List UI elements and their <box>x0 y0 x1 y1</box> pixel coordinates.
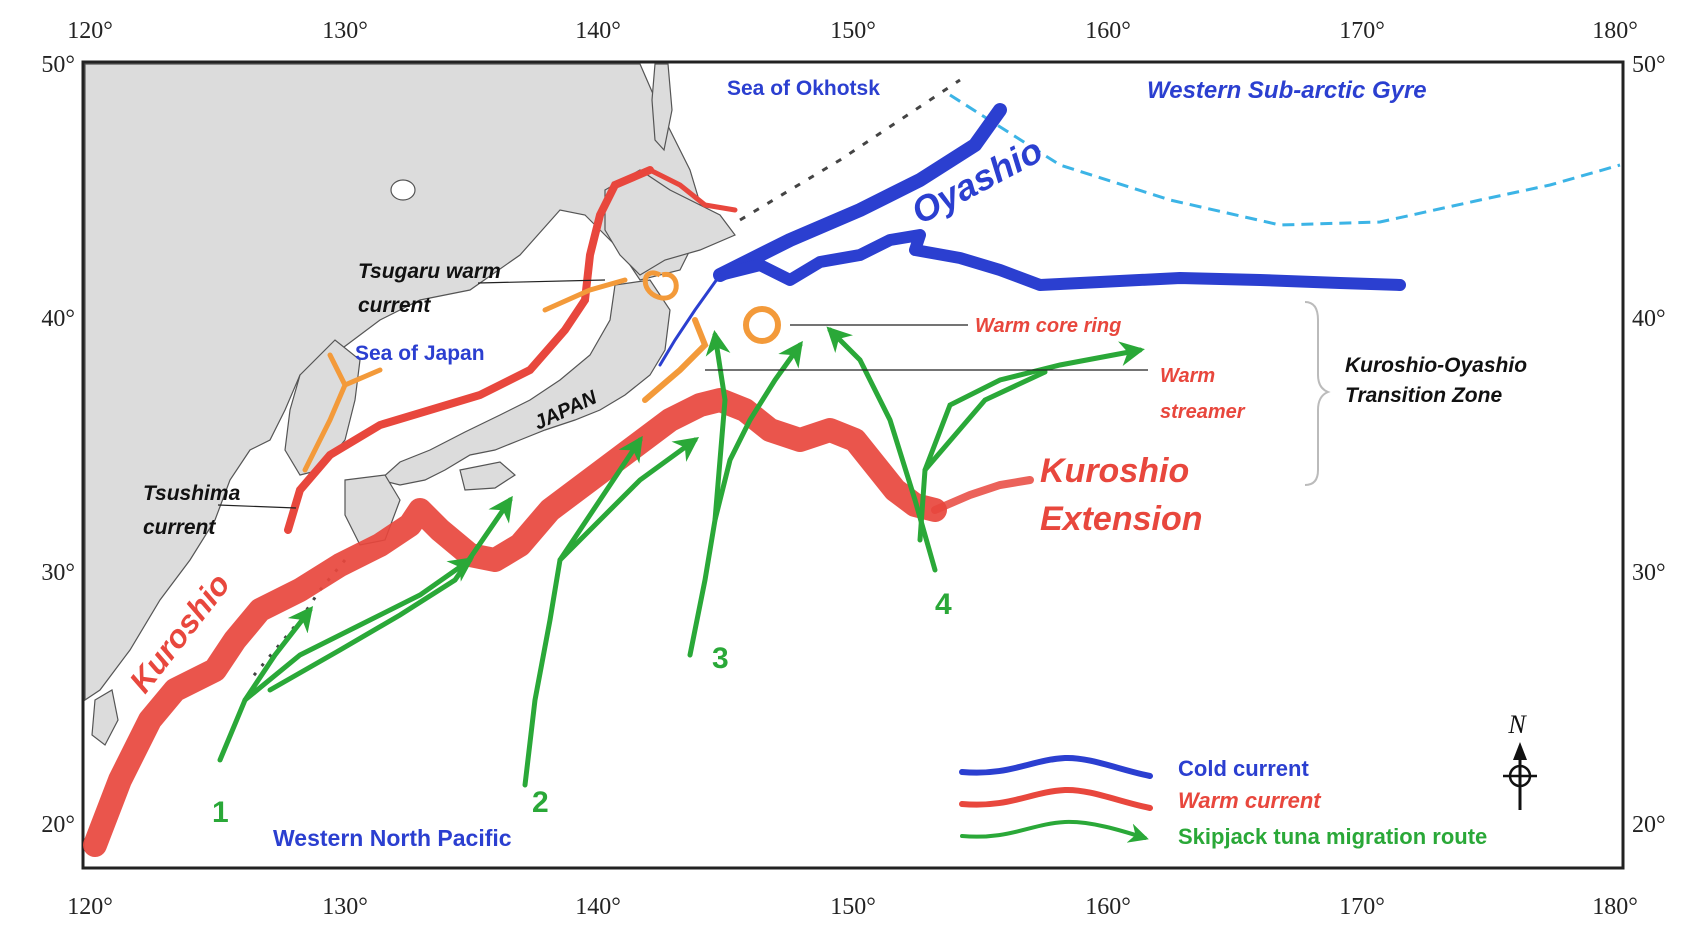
right-tick-20: 20° <box>1632 812 1666 838</box>
route-number-3: 3 <box>712 642 729 675</box>
right-tick-40: 40° <box>1632 306 1666 332</box>
warm-core-ring-loop <box>743 306 781 344</box>
tsushima-current-line <box>284 166 654 534</box>
north-arrow-head <box>1513 742 1527 760</box>
legend-cold-label: Cold current <box>1178 756 1309 781</box>
right-tick-30: 30° <box>1632 560 1666 586</box>
kuroshio-extension-tail <box>931 476 1034 514</box>
label-warm-streamer-line1: Warm <box>1160 365 1215 387</box>
bottom-tick-180: 180° <box>1592 894 1638 920</box>
label-western-north-pacific: Western North Pacific <box>273 825 512 851</box>
route-number-4: 4 <box>935 588 952 621</box>
legend-cold-swatch <box>959 754 1153 779</box>
tsushima-north-branch <box>647 167 738 213</box>
label-tsugaru-line2: current <box>358 294 431 317</box>
lake-khanka <box>390 179 416 201</box>
orange-branch-korea <box>302 352 348 473</box>
label-sea-of-japan: Sea of Japan <box>355 342 485 365</box>
oyashio-southern-branch <box>714 229 1406 291</box>
pointer-tsushima <box>217 504 297 509</box>
legend-skipjack-swatch <box>960 819 1149 843</box>
top-tick-160: 160° <box>1085 18 1131 44</box>
kuroshio-current-line <box>83 388 947 857</box>
tsugaru-warm-current-line <box>542 277 628 313</box>
route-number-1: 1 <box>212 796 229 829</box>
label-tsugaru-line1: Tsugaru warm <box>358 260 501 283</box>
right-lat-ticks: 50° 40° 30° 20° <box>1632 52 1666 838</box>
north-arrow-letter: N <box>1507 710 1527 739</box>
left-tick-50: 50° <box>41 52 75 78</box>
migration-route-2 <box>522 435 700 788</box>
migration-route-1 <box>217 495 513 763</box>
top-tick-120: 120° <box>67 18 113 44</box>
label-warm-streamer-line2: streamer <box>1160 401 1246 423</box>
top-tick-130: 130° <box>322 18 368 44</box>
top-tick-170: 170° <box>1339 18 1385 44</box>
subarctic-gyre-boundary <box>949 93 1621 227</box>
migration-route-3 <box>687 330 803 658</box>
top-lon-ticks: 120° 130° 140° 150° 160° 170° 180° <box>67 18 1638 44</box>
legend-skipjack-label: Skipjack tuna migration route <box>1178 824 1487 849</box>
north-arrow: N <box>1503 710 1537 810</box>
route-number-2: 2 <box>532 786 549 819</box>
migration-route-4 <box>826 326 1145 573</box>
oyashio-thin-tail <box>658 273 722 367</box>
left-lat-ticks: 50° 40° 30° 20° <box>41 52 75 838</box>
label-transition-line1: Kuroshio-Oyashio <box>1345 354 1527 377</box>
top-tick-150: 150° <box>830 18 876 44</box>
label-western-subarctic-gyre: Western Sub-arctic Gyre <box>1147 77 1427 104</box>
bottom-lon-ticks: 120° 130° 140° 150° 160° 170° 180° <box>67 894 1638 920</box>
land-shikoku <box>459 461 516 491</box>
label-tsushima-line1: Tsushima <box>143 482 241 505</box>
label-warm-core-ring: Warm core ring <box>975 315 1121 337</box>
warm-streamer-line <box>642 317 709 403</box>
label-kuroshio-extension-line1: Kuroshio <box>1040 452 1189 490</box>
pointer-tsugaru <box>477 279 606 284</box>
left-tick-40: 40° <box>41 306 75 332</box>
bottom-tick-120: 120° <box>67 894 113 920</box>
transition-zone-brace <box>1304 301 1331 486</box>
label-sea-of-okhotsk: Sea of Okhotsk <box>727 77 880 100</box>
left-tick-20: 20° <box>41 812 75 838</box>
bottom-tick-130: 130° <box>322 894 368 920</box>
bottom-tick-170: 170° <box>1339 894 1385 920</box>
land-hokkaido <box>604 169 736 276</box>
oyashio-current-line <box>713 103 1007 282</box>
land-taiwan <box>91 689 119 746</box>
label-transition-line2: Transition Zone <box>1345 384 1502 407</box>
label-kuroshio-extension-line2: Extension <box>1040 500 1202 538</box>
legend: Cold current Warm current Skipjack tuna … <box>959 754 1487 849</box>
tsugaru-loop <box>642 270 679 301</box>
label-tsushima-line2: current <box>143 516 216 539</box>
left-tick-30: 30° <box>41 560 75 586</box>
legend-warm-swatch <box>959 786 1153 811</box>
land-sakhalin <box>651 63 673 152</box>
orange-branch-korea-2 <box>342 367 383 388</box>
right-tick-50: 50° <box>1632 52 1666 78</box>
top-tick-140: 140° <box>575 18 621 44</box>
bottom-tick-140: 140° <box>575 894 621 920</box>
bottom-tick-160: 160° <box>1085 894 1131 920</box>
legend-warm-label: Warm current <box>1178 788 1322 813</box>
bottom-tick-150: 150° <box>830 894 876 920</box>
land-honshu <box>378 279 671 486</box>
top-tick-180: 180° <box>1592 18 1638 44</box>
kuril-islands <box>739 78 961 222</box>
